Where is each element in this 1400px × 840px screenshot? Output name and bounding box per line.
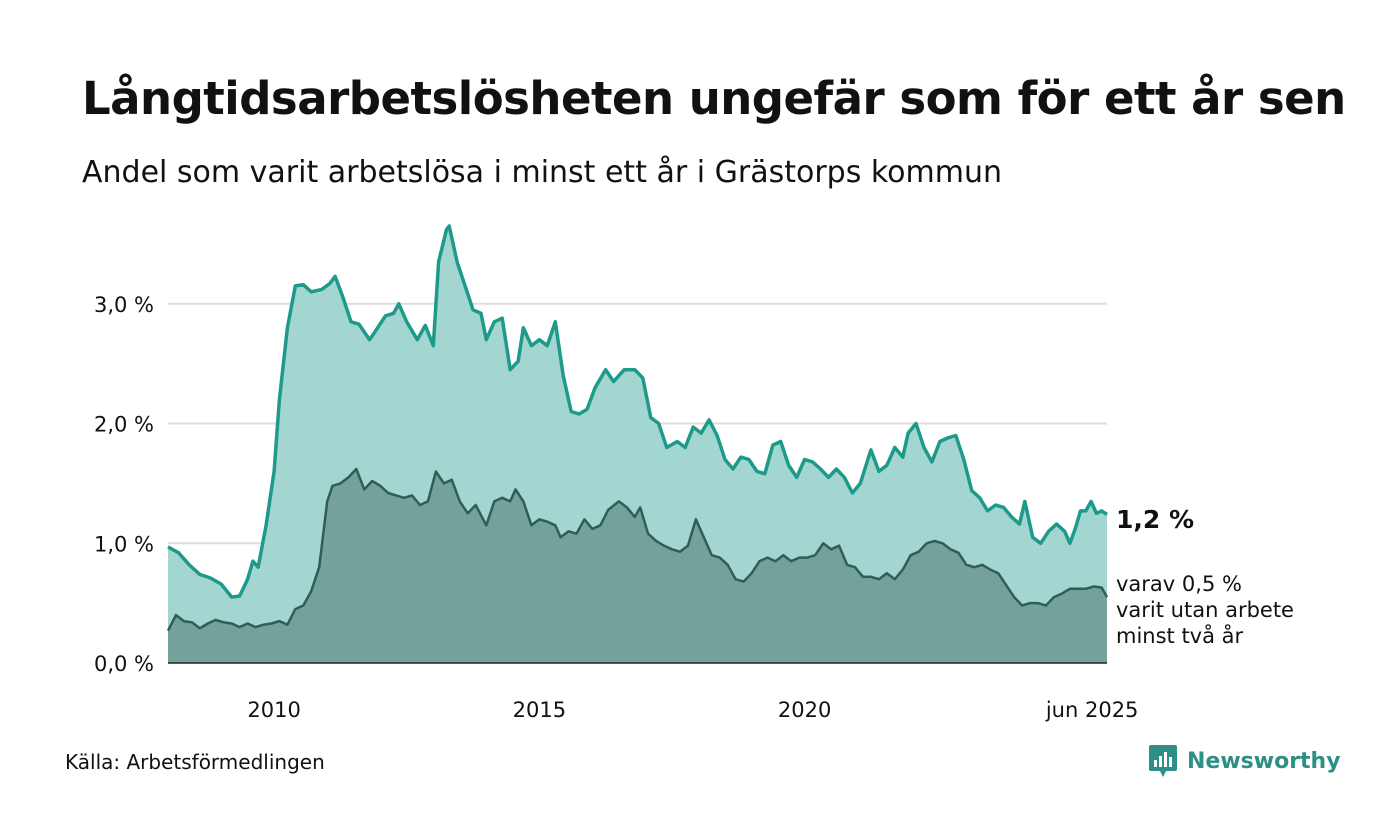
y-tick-label: 0,0 % xyxy=(94,652,154,676)
x-tick-label: 2010 xyxy=(247,698,300,722)
series-line-langtid xyxy=(167,224,1108,599)
x-tick-label: jun 2025 xyxy=(1045,698,1139,722)
sub-series-note-line-3: minst två år xyxy=(1116,623,1244,648)
sub-series-note-line-2: varit utan arbete xyxy=(1116,598,1294,622)
y-tick-label: 1,0 % xyxy=(94,532,154,556)
x-tick-label: 2020 xyxy=(778,698,831,722)
source-credit: Källa: Arbetsförmedlingen xyxy=(65,750,325,774)
series-line-tva-ar xyxy=(166,467,1109,632)
y-tick-label: 3,0 % xyxy=(94,293,154,317)
end-value-label: 1,2 % xyxy=(1116,505,1194,534)
series-area-tva-ar xyxy=(168,469,1107,663)
axis-labels: 0,0 % 1,0 % 2,0 % 3,0 % 2010 2015 2020 jun 2025 xyxy=(94,293,1138,722)
sub-series-note-line-1: varav 0,5 % xyxy=(1116,572,1242,596)
x-tick-label: 2015 xyxy=(513,698,566,722)
area-layer xyxy=(166,224,1109,664)
y-tick-label: 2,0 % xyxy=(94,413,154,437)
brand-name: Newsworthy xyxy=(1187,748,1341,774)
chart-title: Långtidsarbetslösheten ungefär som för e… xyxy=(82,72,1346,125)
newsworthy-chat-bars-icon xyxy=(1149,745,1177,777)
newsworthy-logo: Newsworthy xyxy=(1148,744,1341,778)
chart-subtitle: Andel som varit arbetslösa i minst ett å… xyxy=(82,155,1003,190)
